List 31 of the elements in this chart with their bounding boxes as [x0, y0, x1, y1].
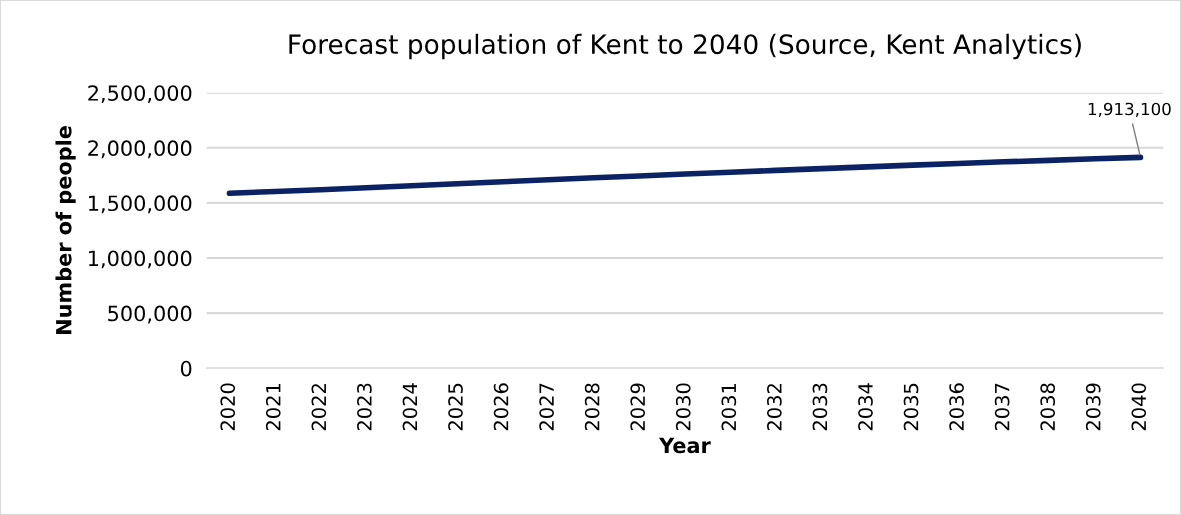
x-tick-label: 2039	[1085, 383, 1101, 431]
x-tick-label: 2026	[493, 383, 509, 431]
x-tick-label: 2023	[357, 383, 372, 431]
x-tick-label: 2040	[1131, 383, 1147, 431]
x-tick-label: 2029	[630, 383, 646, 431]
x-tick-label: 2036	[949, 383, 964, 431]
y-tick-label: 2,500,000	[88, 85, 192, 104]
y-tick-label: 0	[180, 360, 192, 377]
y-tick-label: 2,000,000	[88, 140, 192, 159]
y-axis-title: Number of people	[55, 126, 76, 334]
x-tick-label: 2024	[402, 383, 418, 431]
x-tick-label: 2035	[903, 383, 919, 431]
x-tick-label: 2025	[448, 383, 463, 431]
x-tick-label: 2031	[721, 383, 737, 431]
x-tick-label: 2027	[539, 383, 554, 431]
y-tick-label: 1,500,000	[89, 195, 192, 214]
x-tick-label: 2030	[675, 383, 691, 431]
x-tick-label: 2033	[812, 383, 828, 431]
y-tick-label: 500,000	[108, 305, 192, 324]
chart-title: Forecast population of Kent to 2040 (Source, Kent Analytics)	[289, 33, 1081, 60]
x-tick-label: 2020	[220, 383, 236, 431]
x-tick-label: 2021	[265, 383, 281, 431]
x-tick-label: 2028	[584, 383, 600, 431]
x-axis-title: Year	[658, 437, 711, 454]
x-tick-label: 2038	[1040, 383, 1056, 431]
x-tick-label: 2037	[994, 383, 1010, 431]
y-tick-label: 1,000,000	[89, 250, 192, 269]
x-tick-label: 2032	[767, 384, 782, 431]
x-tick-label: 2022	[311, 384, 327, 431]
x-tick-label: 2034	[858, 383, 873, 431]
data-label: 1,913,100	[1088, 102, 1171, 117]
